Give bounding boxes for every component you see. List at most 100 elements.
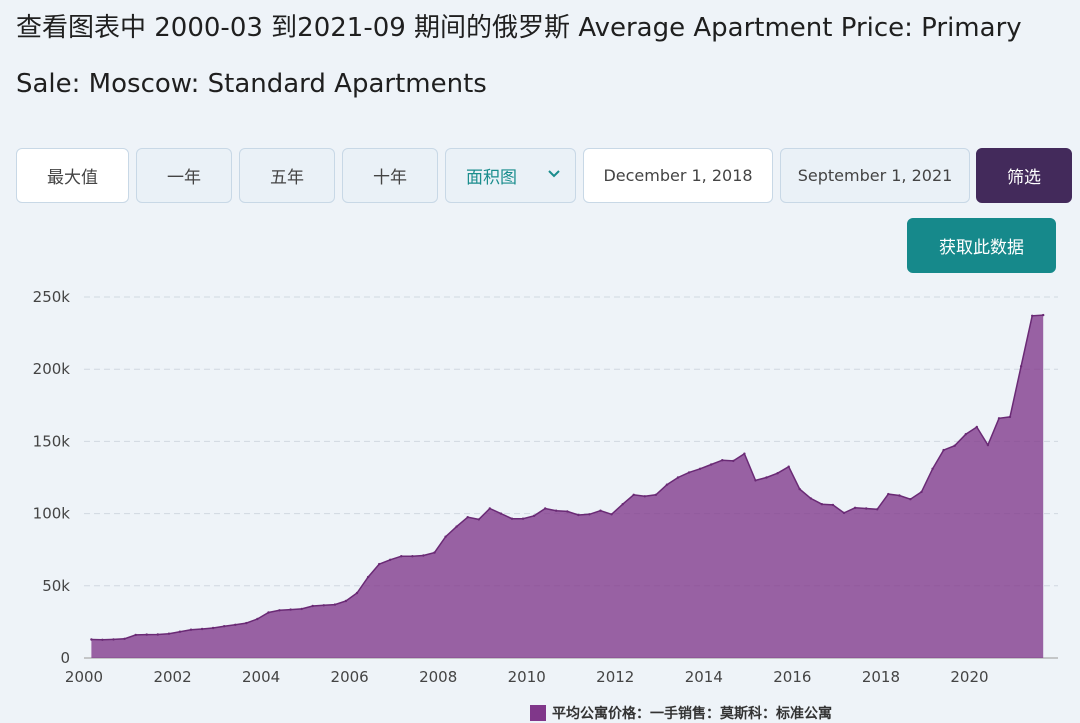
data-point[interactable] xyxy=(422,554,425,557)
data-point[interactable] xyxy=(676,476,680,479)
data-point[interactable] xyxy=(909,498,912,501)
data-point[interactable] xyxy=(378,562,381,566)
data-point[interactable] xyxy=(732,459,735,463)
data-point[interactable] xyxy=(444,535,447,538)
data-point[interactable] xyxy=(654,493,658,496)
data-point[interactable] xyxy=(411,555,414,558)
data-point[interactable] xyxy=(710,463,713,466)
data-point[interactable] xyxy=(743,452,746,455)
data-point[interactable] xyxy=(953,444,956,447)
data-point[interactable] xyxy=(245,621,248,625)
data-point[interactable] xyxy=(311,604,314,608)
chart-type-select[interactable]: 面积图 xyxy=(445,148,576,203)
ten-year-button[interactable]: 十年 xyxy=(342,148,438,203)
data-point[interactable] xyxy=(555,509,558,512)
data-point[interactable] xyxy=(831,503,835,507)
data-point[interactable] xyxy=(887,492,890,496)
data-point[interactable] xyxy=(920,490,923,494)
data-point[interactable] xyxy=(698,467,702,470)
data-point[interactable] xyxy=(687,471,691,474)
data-point[interactable] xyxy=(842,511,846,515)
chart-type-label: 面积图 xyxy=(466,168,517,188)
data-point[interactable] xyxy=(975,425,978,429)
data-point[interactable] xyxy=(289,608,292,611)
data-point[interactable] xyxy=(643,495,646,498)
data-point[interactable] xyxy=(521,517,525,520)
data-point[interactable] xyxy=(787,465,790,468)
data-point[interactable] xyxy=(665,483,669,486)
data-point[interactable] xyxy=(865,507,868,510)
data-point[interactable] xyxy=(389,558,392,561)
data-point[interactable] xyxy=(621,503,624,506)
data-point[interactable] xyxy=(344,599,348,603)
data-point[interactable] xyxy=(167,632,171,635)
data-point[interactable] xyxy=(599,509,602,512)
data-point[interactable] xyxy=(898,494,901,497)
data-point[interactable] xyxy=(267,611,270,614)
data-point[interactable] xyxy=(234,623,237,626)
chart-legend[interactable]: 平均公寓价格：一手销售：莫斯科：标准公寓 xyxy=(530,703,832,723)
data-point[interactable] xyxy=(1031,314,1034,317)
data-point[interactable] xyxy=(754,479,757,482)
data-point[interactable] xyxy=(532,514,536,517)
data-point[interactable] xyxy=(997,417,1001,420)
data-point[interactable] xyxy=(577,513,580,517)
data-point[interactable] xyxy=(466,516,469,519)
data-point[interactable] xyxy=(931,467,934,470)
data-point[interactable] xyxy=(366,575,370,579)
end-date-input[interactable]: September 1, 2021 xyxy=(780,148,970,203)
data-point[interactable] xyxy=(333,603,337,606)
data-point[interactable] xyxy=(588,513,591,516)
data-point[interactable] xyxy=(876,508,879,511)
data-point[interactable] xyxy=(400,555,403,558)
data-point[interactable] xyxy=(123,637,126,640)
get-data-button[interactable]: 获取此数据 xyxy=(907,218,1056,273)
data-point[interactable] xyxy=(1042,313,1045,317)
five-year-button[interactable]: 五年 xyxy=(239,148,335,203)
data-point[interactable] xyxy=(278,609,281,612)
data-point[interactable] xyxy=(211,626,215,630)
data-point[interactable] xyxy=(189,628,193,631)
x-axis-labels: 2000 2002 2004 2006 2008 2010 2012 2014 2016 2018… xyxy=(65,668,989,686)
data-point[interactable] xyxy=(510,517,514,520)
data-point[interactable] xyxy=(499,512,503,515)
data-point[interactable] xyxy=(101,638,104,641)
start-date-input[interactable]: December 1, 2018 xyxy=(583,148,773,203)
max-range-button[interactable]: 最大值 xyxy=(16,148,129,203)
data-point[interactable] xyxy=(134,633,137,637)
data-point[interactable] xyxy=(566,510,569,513)
data-point[interactable] xyxy=(433,551,436,554)
data-point[interactable] xyxy=(809,497,812,500)
data-point[interactable] xyxy=(798,487,801,491)
data-point[interactable] xyxy=(776,472,779,475)
data-point[interactable] xyxy=(942,448,945,452)
data-point[interactable] xyxy=(112,638,115,641)
data-point[interactable] xyxy=(820,503,824,506)
filter-button[interactable]: 筛选 xyxy=(976,148,1072,203)
one-year-button[interactable]: 一年 xyxy=(136,148,232,203)
data-point[interactable] xyxy=(178,630,182,633)
data-point[interactable] xyxy=(632,493,635,496)
data-point[interactable] xyxy=(256,617,259,621)
data-point[interactable] xyxy=(156,633,159,636)
data-point[interactable] xyxy=(300,607,303,611)
data-point[interactable] xyxy=(765,476,768,479)
data-point[interactable] xyxy=(223,625,226,628)
data-point[interactable] xyxy=(90,638,93,641)
data-point[interactable] xyxy=(1019,365,1023,368)
data-point[interactable] xyxy=(721,459,724,462)
data-point[interactable] xyxy=(145,633,148,636)
data-point[interactable] xyxy=(986,443,990,447)
data-point[interactable] xyxy=(964,433,967,436)
data-point[interactable] xyxy=(488,507,491,510)
data-point[interactable] xyxy=(322,604,325,607)
data-point[interactable] xyxy=(853,506,857,509)
data-point[interactable] xyxy=(544,507,547,510)
data-point[interactable] xyxy=(477,518,480,521)
data-point[interactable] xyxy=(200,627,204,631)
data-point[interactable] xyxy=(455,525,458,528)
data-point[interactable] xyxy=(355,591,359,595)
data-point[interactable] xyxy=(1008,415,1012,419)
data-point[interactable] xyxy=(610,513,613,516)
